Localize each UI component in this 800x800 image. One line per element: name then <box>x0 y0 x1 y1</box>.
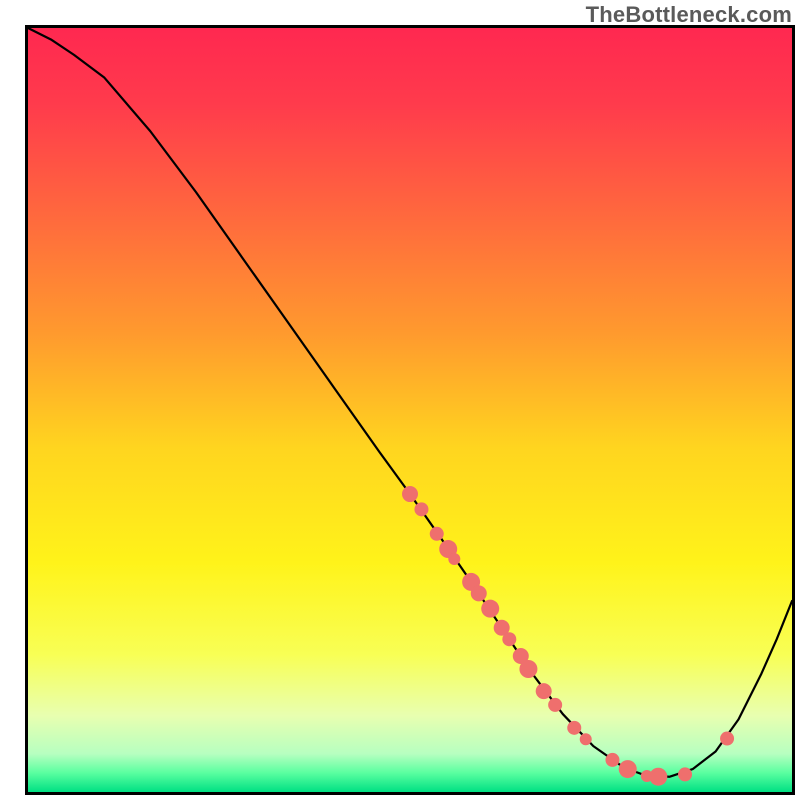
bottleneck-curve-chart <box>0 0 800 800</box>
marker-dot <box>536 683 552 699</box>
marker-dot <box>678 767 692 781</box>
gradient-background <box>28 28 792 792</box>
marker-dot <box>605 753 619 767</box>
marker-dot <box>481 600 499 618</box>
marker-dot <box>649 768 667 786</box>
watermark-text: TheBottleneck.com <box>586 2 792 28</box>
marker-dot <box>519 660 537 678</box>
marker-dot <box>720 732 734 746</box>
marker-dot <box>402 486 418 502</box>
marker-dot <box>502 632 516 646</box>
marker-dot <box>619 760 637 778</box>
marker-dot <box>567 721 581 735</box>
chart-root: { "meta": { "watermark": "TheBottleneck.… <box>0 0 800 800</box>
marker-dot <box>548 698 562 712</box>
marker-dot <box>471 585 487 601</box>
marker-dot <box>430 527 444 541</box>
marker-dot <box>414 502 428 516</box>
marker-dot <box>580 733 592 745</box>
marker-dot <box>448 553 460 565</box>
